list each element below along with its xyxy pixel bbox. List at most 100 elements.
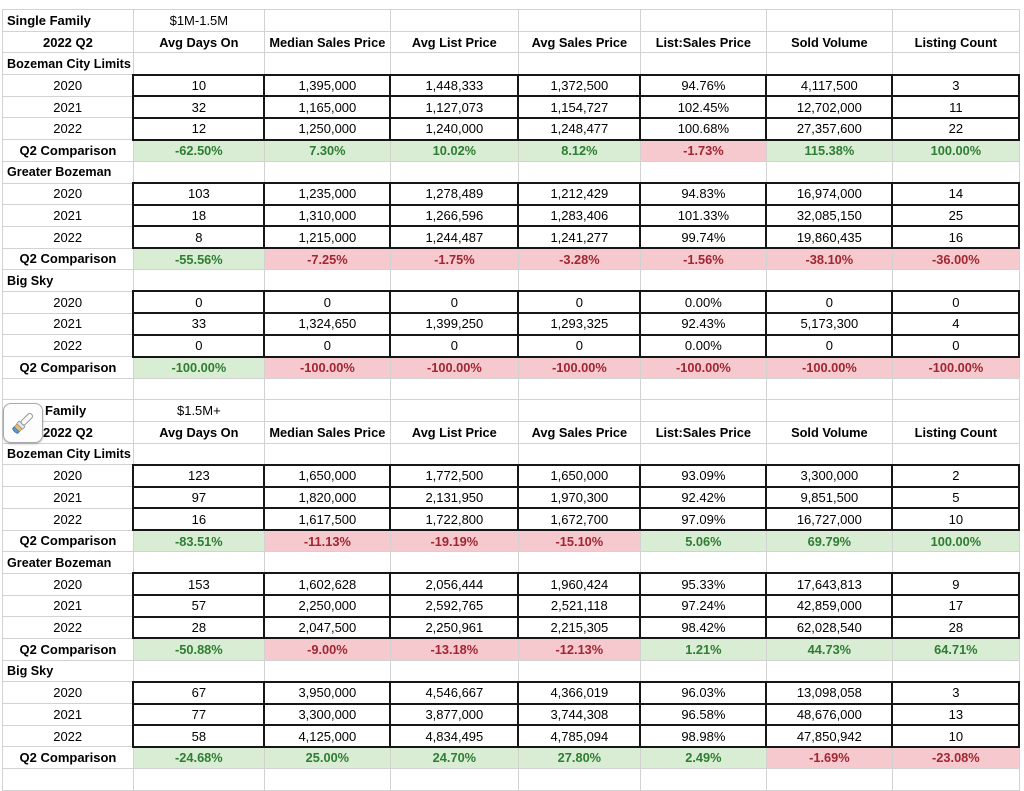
data-cell[interactable]: 4,125,000 [263, 724, 392, 748]
data-cell[interactable]: 33 [132, 312, 266, 336]
year-label[interactable]: 2020 [2, 572, 134, 596]
data-cell[interactable]: 28 [891, 615, 1021, 640]
data-cell[interactable]: 22 [891, 116, 1021, 141]
comparison-cell[interactable]: -24.68% [132, 746, 265, 770]
data-cell[interactable]: 3 [891, 680, 1021, 705]
empty-cell[interactable] [389, 269, 519, 292]
data-cell[interactable]: 2,056,444 [389, 572, 520, 597]
column-header[interactable]: Avg Sales Price [517, 30, 641, 54]
data-cell[interactable]: 1,395,000 [263, 73, 392, 98]
data-cell[interactable]: 153 [132, 572, 266, 597]
empty-cell[interactable] [263, 269, 391, 292]
data-cell[interactable]: 32,085,150 [765, 203, 894, 228]
data-cell[interactable]: 0 [132, 333, 266, 358]
data-cell[interactable]: 13,098,058 [765, 680, 894, 705]
empty-cell[interactable] [517, 269, 641, 292]
data-cell[interactable]: 1,650,000 [517, 463, 642, 488]
comparison-cell[interactable]: 5.06% [639, 529, 767, 553]
data-cell[interactable]: 57 [132, 594, 266, 618]
data-cell[interactable]: 3,877,000 [389, 702, 520, 727]
comparison-cell[interactable]: 8.12% [517, 139, 641, 162]
empty-cell[interactable] [389, 377, 519, 401]
comparison-cell[interactable]: -38.10% [765, 247, 893, 271]
data-cell[interactable]: 1,266,596 [389, 203, 520, 228]
empty-cell[interactable] [639, 399, 767, 423]
year-label[interactable]: 2022 [2, 225, 134, 249]
data-cell[interactable]: 0.00% [639, 333, 768, 358]
data-cell[interactable]: 12,702,000 [765, 95, 894, 119]
data-cell[interactable]: 0 [891, 290, 1021, 315]
data-cell[interactable]: 28 [132, 615, 266, 640]
data-cell[interactable]: 19,860,435 [765, 225, 894, 250]
data-cell[interactable]: 98.42% [639, 615, 768, 640]
data-cell[interactable]: 0 [517, 290, 642, 315]
price-range-label[interactable]: $1M-1.5M [132, 9, 265, 32]
empty-cell[interactable] [639, 269, 767, 292]
data-cell[interactable]: 3,300,000 [765, 463, 894, 488]
comparison-cell[interactable]: 69.79% [765, 529, 893, 553]
data-cell[interactable]: 1,154,727 [517, 95, 642, 119]
comparison-cell[interactable]: -1.73% [639, 139, 767, 162]
data-cell[interactable]: 10 [132, 73, 266, 98]
year-label[interactable]: 2022 [2, 507, 134, 531]
empty-cell[interactable] [517, 768, 641, 791]
empty-cell[interactable] [389, 442, 519, 466]
data-cell[interactable]: 100.68% [639, 116, 768, 141]
empty-cell[interactable] [263, 659, 391, 683]
data-cell[interactable]: 3,950,000 [263, 680, 392, 705]
comparison-cell[interactable]: -100.00% [389, 356, 519, 379]
comparison-cell[interactable]: 24.70% [389, 746, 519, 770]
data-cell[interactable]: 62,028,540 [765, 615, 894, 640]
data-cell[interactable]: 1,960,424 [517, 572, 642, 597]
empty-cell[interactable] [263, 52, 391, 76]
empty-cell[interactable] [639, 768, 767, 791]
region-label[interactable]: Big Sky [2, 659, 134, 683]
comparison-cell[interactable]: 2.49% [639, 746, 767, 770]
data-cell[interactable]: 2,250,000 [263, 594, 392, 618]
empty-cell[interactable] [263, 442, 391, 466]
region-label[interactable]: Big Sky [2, 269, 134, 292]
region-label[interactable]: Bozeman City Limits [2, 52, 134, 76]
data-cell[interactable]: 1,241,277 [517, 225, 642, 250]
data-cell[interactable]: 14 [891, 182, 1021, 206]
comparison-cell[interactable]: 115.38% [765, 139, 893, 162]
comparison-cell[interactable]: 44.73% [765, 637, 893, 661]
data-cell[interactable]: 1,672,700 [517, 507, 642, 531]
data-cell[interactable]: 1,820,000 [263, 485, 392, 510]
data-cell[interactable]: 17,643,813 [765, 572, 894, 597]
data-cell[interactable]: 1,602,628 [263, 572, 392, 597]
comparison-cell[interactable]: 64.71% [891, 637, 1020, 661]
region-label[interactable]: Greater Bozeman [2, 551, 134, 574]
comparison-cell[interactable]: 27.80% [517, 746, 641, 770]
data-cell[interactable]: 5,173,300 [765, 312, 894, 336]
data-cell[interactable]: 10 [891, 507, 1021, 531]
comparison-label[interactable]: Q2 Comparison [2, 529, 134, 553]
empty-cell[interactable] [263, 9, 391, 32]
comparison-cell[interactable]: 7.30% [263, 139, 391, 162]
data-cell[interactable]: 1,970,300 [517, 485, 642, 510]
year-label[interactable]: 2022 [2, 334, 134, 357]
data-cell[interactable]: 3,744,308 [517, 702, 642, 727]
empty-cell[interactable] [765, 9, 893, 32]
empty-cell[interactable] [891, 399, 1020, 423]
data-cell[interactable]: 9,851,500 [765, 485, 894, 510]
data-cell[interactable]: 16,974,000 [765, 182, 894, 206]
empty-cell[interactable] [132, 52, 265, 76]
year-label[interactable]: 2020 [2, 290, 134, 314]
data-cell[interactable]: 48,676,000 [765, 702, 894, 727]
empty-cell[interactable] [765, 442, 893, 466]
data-cell[interactable]: 2,131,950 [389, 485, 520, 510]
empty-cell[interactable] [639, 52, 767, 76]
data-cell[interactable]: 3 [891, 73, 1021, 98]
year-label[interactable]: 2020 [2, 182, 134, 206]
data-cell[interactable]: 1,448,333 [389, 73, 520, 98]
comparison-cell[interactable]: -36.00% [891, 247, 1020, 271]
empty-cell[interactable] [765, 551, 893, 574]
empty-cell[interactable] [639, 551, 767, 574]
empty-cell[interactable] [639, 659, 767, 683]
data-cell[interactable]: 1,310,000 [263, 203, 392, 228]
data-cell[interactable]: 0.00% [639, 290, 768, 315]
empty-cell[interactable] [389, 160, 519, 184]
data-cell[interactable]: 1,127,073 [389, 95, 520, 119]
empty-cell[interactable] [891, 52, 1020, 76]
